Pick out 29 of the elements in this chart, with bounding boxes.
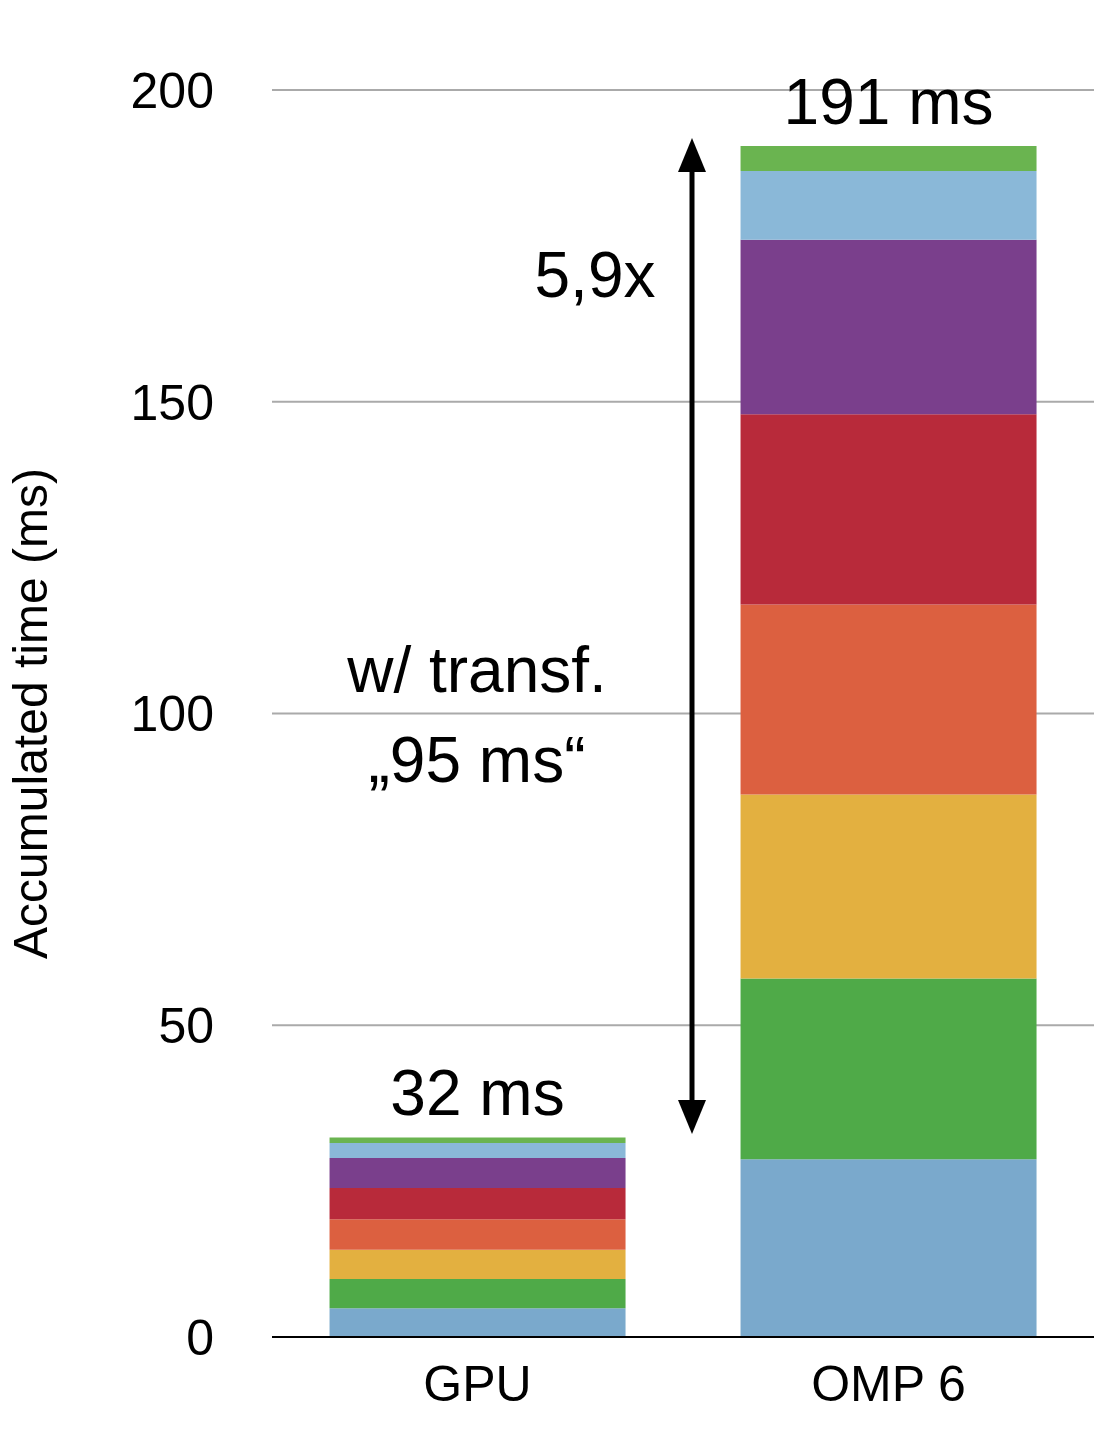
- x-tick-label: OMP 6: [811, 1355, 966, 1412]
- annotation: 191 ms: [783, 66, 994, 139]
- bar: [740, 794, 1037, 979]
- bar: [740, 146, 1037, 172]
- y-tick-label: 150: [130, 374, 214, 431]
- y-axis-title: Accumulated time (ms): [4, 468, 58, 959]
- bar: [329, 1219, 626, 1250]
- annotation: 32 ms: [390, 1057, 565, 1130]
- bar: [740, 414, 1037, 605]
- bar: [740, 171, 1037, 240]
- bar: [329, 1158, 626, 1188]
- y-tick-label: 0: [186, 1309, 214, 1366]
- bar: [329, 1187, 626, 1220]
- bar: [740, 604, 1037, 795]
- annotation: 5,9x: [534, 238, 656, 312]
- bar: [740, 239, 1037, 415]
- y-tick-label: 100: [130, 686, 214, 743]
- bar: [740, 1159, 1037, 1337]
- bar: [329, 1308, 626, 1337]
- y-tick-label: 200: [130, 62, 214, 119]
- annotation: „95 ms“: [368, 723, 586, 797]
- bar: [329, 1137, 626, 1144]
- y-tick-label: 50: [158, 998, 214, 1054]
- bar: [329, 1279, 626, 1309]
- bar: [329, 1143, 626, 1159]
- bar: [329, 1249, 626, 1280]
- annotation: w/ transf.: [347, 633, 607, 707]
- x-tick-label: GPU: [423, 1355, 532, 1412]
- bar: [740, 978, 1037, 1160]
